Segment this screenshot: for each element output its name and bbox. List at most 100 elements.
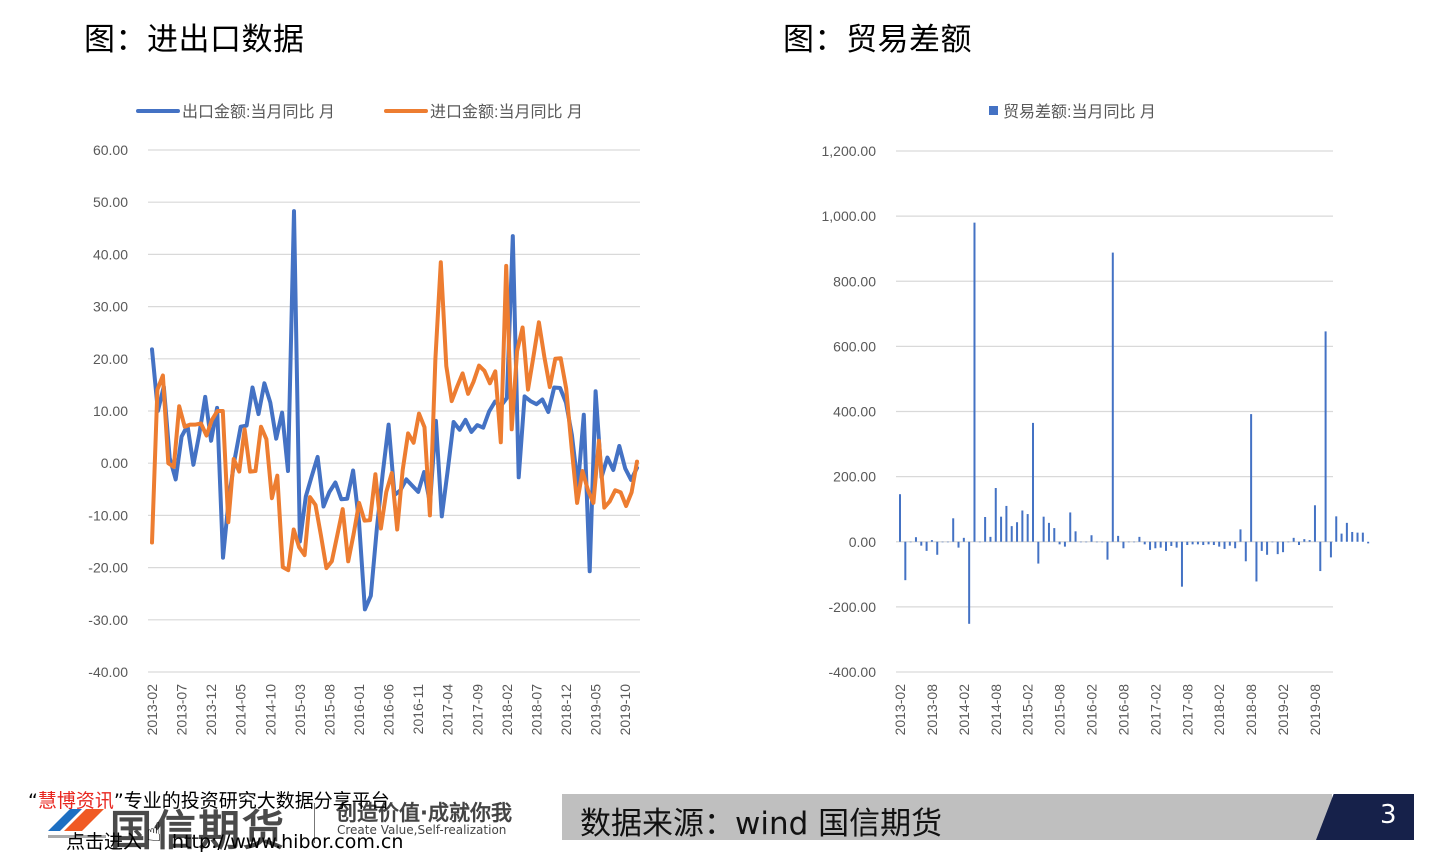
trade-balance-bar bbox=[1207, 541, 1210, 545]
trade-balance-bar bbox=[936, 541, 939, 555]
trade-balance-bar bbox=[920, 541, 923, 546]
trade-balance-bar bbox=[1106, 541, 1109, 560]
x-tick-label: 2017-09 bbox=[469, 684, 485, 736]
trade-balance-bar bbox=[1170, 541, 1173, 546]
y-tick-label: 600.00 bbox=[833, 338, 876, 354]
trade-balance-bar bbox=[1000, 516, 1003, 542]
trade-balance-bar bbox=[1133, 541, 1136, 543]
y-tick-label: -200.00 bbox=[829, 599, 877, 615]
bar-legend-label: 贸易差额:当月同比 月 bbox=[1003, 103, 1156, 121]
trade-balance-bar bbox=[1196, 541, 1199, 545]
trade-balance-bar bbox=[962, 537, 965, 542]
x-tick-label: 2013-07 bbox=[174, 684, 190, 736]
export-legend-label: 出口金额:当月同比 月 bbox=[182, 103, 335, 121]
trade-balance-bar bbox=[1319, 541, 1322, 572]
page-number: 3 bbox=[1380, 800, 1397, 830]
x-tick-label: 2017-04 bbox=[440, 684, 456, 736]
trade-balance-bar bbox=[989, 536, 992, 542]
x-tick-label: 2019-02 bbox=[1275, 684, 1291, 736]
x-tick-label: 2014-05 bbox=[233, 684, 249, 736]
logo-chinese-name: 国信期货 bbox=[110, 806, 287, 855]
trade-balance-bar bbox=[1063, 541, 1066, 547]
trade-balance-bar bbox=[909, 541, 912, 543]
trade-balance-bar bbox=[1165, 541, 1167, 551]
right-chart-title: 图：贸易差额 bbox=[783, 22, 972, 58]
trade-balance-bar bbox=[1250, 414, 1253, 542]
trade-balance-bar bbox=[1090, 535, 1093, 542]
x-tick-label: 2019-08 bbox=[1307, 684, 1323, 736]
import-export-line-chart: 60.00 50.00 40.00 30.00 20.00 10.00 0.00 -10.00… bbox=[88, 103, 640, 736]
trade-balance-bar bbox=[1095, 541, 1098, 543]
data-source-text: 数据来源：wind 国信期货 bbox=[580, 806, 943, 842]
trade-balance-bar bbox=[1117, 535, 1120, 542]
trade-balance-bar bbox=[1303, 539, 1306, 542]
trade-balance-bar bbox=[899, 494, 901, 542]
trade-balance-bar bbox=[1053, 528, 1056, 542]
trade-balance-bar bbox=[1244, 541, 1247, 562]
trade-balance-bar bbox=[914, 537, 917, 542]
x-tick-label: 2016-02 bbox=[1084, 684, 1100, 736]
x-tick-label: 2017-02 bbox=[1147, 684, 1163, 736]
trade-balance-bar bbox=[930, 540, 933, 542]
y-tick-label: 1,200.00 bbox=[822, 143, 877, 159]
y-tick-label: -30.00 bbox=[88, 612, 128, 628]
trade-balance-bar bbox=[1212, 541, 1215, 546]
y-tick-label: -20.00 bbox=[88, 560, 128, 576]
x-tick-label: 2013-12 bbox=[203, 684, 219, 736]
trade-balance-bar bbox=[984, 517, 987, 542]
x-tick-label: 2018-12 bbox=[558, 684, 574, 736]
x-tick-label: 2016-11 bbox=[410, 684, 426, 735]
y-tick-label: 60.00 bbox=[93, 142, 128, 158]
y-tick-label: 800.00 bbox=[833, 273, 876, 289]
trade-balance-bar bbox=[1329, 541, 1332, 558]
x-tick-label: 2018-02 bbox=[499, 684, 515, 736]
trade-balance-bar bbox=[1074, 531, 1077, 542]
x-tick-label: 2016-06 bbox=[381, 684, 397, 736]
logo-slogan: 创造价值·成就你我 bbox=[336, 801, 512, 825]
x-tick-label: 2018-07 bbox=[528, 684, 544, 736]
watermark-tagline-text: 专业的投资研究大数据分享平台 bbox=[123, 790, 390, 812]
trade-balance-bar bbox=[1239, 529, 1242, 542]
bar-legend-swatch bbox=[989, 106, 998, 115]
x-tick-label: 2014-08 bbox=[988, 684, 1004, 736]
trade-balance-bar bbox=[1287, 541, 1290, 543]
trade-balance-bar bbox=[1228, 541, 1231, 546]
trade-balance-bar bbox=[1202, 541, 1205, 546]
trade-balance-bar bbox=[968, 541, 971, 624]
x-tick-label: 2016-08 bbox=[1115, 684, 1131, 736]
trade-balance-bar bbox=[1079, 541, 1082, 543]
trade-balance-bar bbox=[1266, 541, 1269, 555]
trade-balance-bar bbox=[1180, 541, 1183, 587]
trade-balance-bar bbox=[1276, 541, 1279, 555]
import-legend-label: 进口金额:当月同比 月 bbox=[430, 103, 583, 121]
trade-balance-bar bbox=[1351, 531, 1354, 542]
x-tick-label: 2013-02 bbox=[144, 684, 160, 736]
trade-balance-bar bbox=[1367, 541, 1370, 544]
trade-balance-bar bbox=[1010, 526, 1013, 542]
watermark-link[interactable]: 点击进入 http://www.hibor.com.cn bbox=[66, 827, 403, 854]
trade-balance-bar bbox=[1005, 505, 1008, 542]
trade-balance-bar bbox=[1085, 541, 1088, 543]
enter-text: 点击进入 bbox=[66, 831, 143, 853]
trade-balance-bar bbox=[1260, 541, 1263, 551]
logo-english-slogan: Create Value,Self-realization bbox=[337, 823, 507, 837]
x-tick-label: 2019-05 bbox=[588, 684, 604, 736]
x-tick-label: 2017-08 bbox=[1179, 684, 1195, 736]
quote-open: “ bbox=[28, 790, 38, 812]
logo-divider bbox=[314, 803, 315, 843]
trade-balance-bar bbox=[1032, 422, 1034, 542]
trade-balance-bar bbox=[1149, 541, 1152, 550]
import-series-line bbox=[150, 260, 639, 573]
trade-balance-bar bbox=[978, 541, 981, 543]
watermark-brand: 慧博资讯 bbox=[37, 790, 114, 812]
trade-balance-bar bbox=[1042, 516, 1045, 542]
trade-balance-bar bbox=[1021, 510, 1024, 542]
watermark-url[interactable]: http://www.hibor.com.cn bbox=[172, 831, 404, 853]
trade-balance-bar bbox=[1069, 512, 1072, 542]
left-chart-title: 图：进出口数据 bbox=[84, 22, 305, 58]
x-tick-label: 2013-02 bbox=[892, 684, 908, 736]
trade-balance-bar bbox=[1298, 541, 1300, 546]
y-tick-label: 50.00 bbox=[93, 194, 128, 210]
trade-balance-bar bbox=[1340, 533, 1343, 542]
page-number-box bbox=[1316, 794, 1414, 840]
